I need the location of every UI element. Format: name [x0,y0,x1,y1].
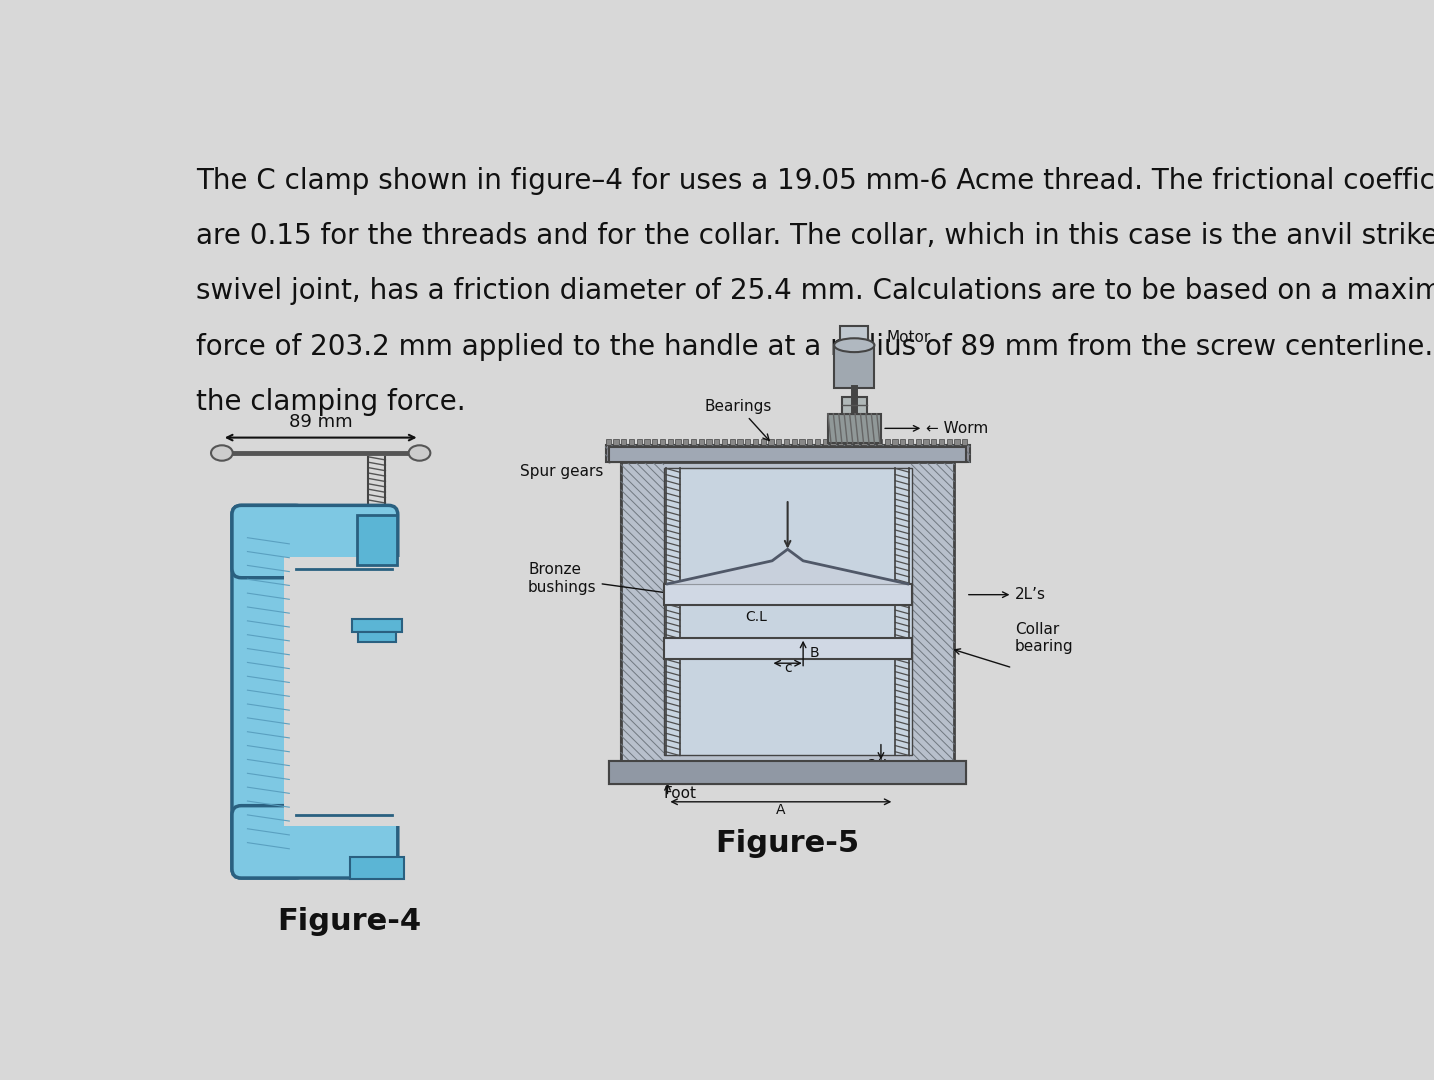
Bar [827,414,880,443]
Text: B: B [809,646,819,660]
Bar [644,440,650,445]
Bar [846,440,852,445]
Bar [357,633,396,642]
Bar [830,440,836,445]
Bar [853,440,859,445]
Text: Figure-4: Figure-4 [278,907,422,936]
Text: are 0.15 for the threads and for the collar. The collar, which in this case is t: are 0.15 for the threads and for the col… [196,222,1434,249]
Bar [609,761,967,784]
Bar [869,440,875,445]
Bar [737,440,743,445]
Bar [609,761,967,784]
Bar [664,584,912,606]
Bar [605,440,611,445]
Bar [605,445,969,462]
Bar [660,440,665,445]
Bar [350,858,404,879]
Text: ← Worm: ← Worm [925,421,988,436]
Bar [776,440,782,445]
Bar [769,440,774,445]
Bar [621,462,664,761]
Bar [835,346,875,388]
Bar [862,440,866,445]
Bar [698,440,704,445]
Text: 2L’s: 2L’s [1015,588,1045,603]
Bar [784,440,789,445]
FancyBboxPatch shape [357,514,397,565]
Bar [621,462,954,761]
Text: A: A [776,804,786,818]
Ellipse shape [211,445,232,461]
Bar [815,440,820,445]
Bar [664,638,912,660]
Bar [842,396,866,414]
Text: The C clamp shown in figure–4 for uses a 19.05 mm-6 Acme thread. The frictional : The C clamp shown in figure–4 for uses a… [196,166,1434,194]
Ellipse shape [409,445,430,461]
Bar [876,440,882,445]
Bar [946,440,952,445]
Text: Foot: Foot [664,786,697,801]
Bar [614,440,618,445]
Bar [691,440,695,445]
Bar [912,462,954,761]
Bar [730,440,734,445]
Text: Figure-5: Figure-5 [716,828,860,858]
Bar [792,440,797,445]
Polygon shape [667,550,908,584]
Bar [939,440,944,445]
Bar [823,440,827,445]
Bar [628,440,634,445]
Bar [931,440,936,445]
Bar [807,440,813,445]
Text: Spur gears: Spur gears [521,453,651,480]
FancyBboxPatch shape [232,505,397,578]
Bar [637,440,642,445]
Ellipse shape [835,338,875,352]
Bar [664,667,912,710]
Text: force of 203.2 mm applied to the handle at a radius of 89 mm from the screw cent: force of 203.2 mm applied to the handle … [196,333,1434,361]
FancyBboxPatch shape [232,505,305,878]
Bar [799,440,804,445]
Bar [760,440,766,445]
Bar [892,440,898,445]
Text: Collar
bearing: Collar bearing [1015,622,1073,654]
Text: Bronze
bushings: Bronze bushings [528,563,675,596]
Text: c: c [784,661,792,675]
Bar [954,440,959,445]
Bar [664,469,912,755]
Bar [901,440,905,445]
Bar [962,440,968,445]
Bar [721,440,727,445]
Bar [675,440,681,445]
Bar [915,440,921,445]
Bar [923,440,929,445]
Bar [353,619,403,633]
Bar [753,440,759,445]
Bar [621,440,627,445]
Bar [837,440,843,445]
Bar [652,440,657,445]
FancyBboxPatch shape [232,806,397,878]
Bar [714,440,720,445]
Text: swivel joint, has a friction diameter of 25.4 mm. Calculations are to be based o: swivel joint, has a friction diameter of… [196,278,1434,306]
Text: C.L: C.L [746,610,767,624]
Bar [667,440,673,445]
Text: 89 mm: 89 mm [288,414,353,431]
Bar [746,440,750,445]
Bar [840,326,868,348]
Text: 2ℓ’s: 2ℓ’s [868,758,893,772]
Text: Motor: Motor [886,330,931,345]
Bar [609,447,967,462]
Bar [908,440,913,445]
Bar [683,440,688,445]
Bar [885,440,891,445]
Text: the clamping force.: the clamping force. [196,389,466,416]
Bar [707,440,711,445]
Text: Bearings: Bearings [704,399,771,441]
Bar [284,557,400,826]
